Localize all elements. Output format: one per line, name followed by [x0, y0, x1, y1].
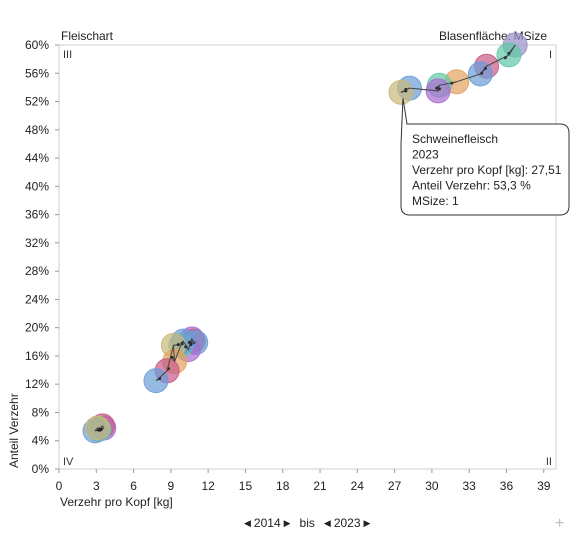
quadrant-label-top-right: I: [549, 49, 552, 61]
x-tick-label: 36: [500, 479, 514, 493]
y-tick-label: 44%: [25, 151, 49, 165]
from-year[interactable]: 2014: [253, 516, 281, 530]
y-tick-label: 40%: [25, 179, 49, 193]
time-range-nav: ◀ 2014 ▶ bis ◀ 2023 ▶: [244, 516, 370, 530]
to-prev-arrow-icon[interactable]: ◀: [323, 517, 331, 528]
quadrant-label-top-left: III: [63, 49, 72, 61]
bubble-size-label: Blasenfläche:: [439, 29, 511, 43]
to-next-arrow-icon[interactable]: ▶: [363, 517, 371, 528]
trail-layer: [94, 44, 516, 432]
x-tick-label: 30: [425, 479, 439, 493]
chart-title: Fleischart: [61, 29, 114, 43]
trail-point: [170, 355, 174, 359]
tooltip-line: Verzehr pro Kopf [kg]: 27,51: [412, 163, 562, 177]
to-year[interactable]: 2023: [333, 516, 361, 530]
trail-point: [435, 86, 439, 90]
x-tick-label: 15: [239, 479, 253, 493]
x-tick-label: 0: [56, 479, 63, 493]
x-tick-label: 12: [201, 479, 215, 493]
x-axis: 0 3 6 9 12 15 18 21 24 27 30 33 36 39: [56, 469, 551, 493]
x-tick-label: 27: [388, 479, 402, 493]
y-tick-label: 60%: [25, 38, 49, 52]
y-tick-label: 48%: [25, 123, 49, 137]
from-prev-arrow-icon[interactable]: ◀: [244, 517, 251, 528]
y-axis-label: Anteil Verzehr: [7, 393, 21, 468]
trail-path: [155, 337, 196, 382]
y-axis: 0% 4% 8% 12% 16% 20% 24% 28% 32% 36% 40% 44% 48% 52% 5…: [25, 38, 59, 476]
plus-icon[interactable]: +: [555, 515, 565, 532]
x-tick-label: 9: [168, 479, 175, 493]
x-tick-label: 18: [276, 479, 290, 493]
y-tick-label: 16%: [25, 349, 49, 363]
quadrant-label-bottom-right: II: [546, 456, 552, 468]
y-tick-label: 24%: [25, 292, 49, 306]
y-tick-label: 56%: [25, 66, 49, 80]
bis-label: bis: [299, 516, 315, 530]
x-tick-label: 21: [313, 479, 327, 493]
y-tick-label: 36%: [25, 208, 49, 222]
x-tick-label: 33: [463, 479, 477, 493]
tooltip-line: 2023: [412, 148, 439, 162]
trail-path: [400, 44, 516, 93]
x-axis-label: Verzehr pro Kopf [kg]: [60, 495, 173, 509]
tooltip-box: [400, 98, 570, 216]
tooltip-line: Schweinefleisch: [412, 132, 498, 146]
y-tick-label: 28%: [25, 264, 49, 278]
y-tick-label: 32%: [25, 236, 49, 250]
bubble-layer[interactable]: [82, 32, 528, 444]
tooltip-line: MSize: 1: [412, 194, 459, 208]
y-tick-label: 12%: [25, 377, 49, 391]
x-tick-label: 39: [537, 479, 551, 493]
x-tick-label: 6: [130, 479, 137, 493]
y-tick-label: 20%: [25, 321, 49, 335]
y-tick-label: 52%: [25, 95, 49, 109]
y-tick-label: 0%: [32, 462, 50, 476]
trail-point: [176, 343, 180, 347]
y-tick-label: 4%: [32, 434, 50, 448]
quadrant-label-bottom-left: IV: [63, 456, 74, 468]
y-tick-label: 8%: [32, 405, 50, 419]
x-tick-label: 24: [351, 479, 365, 493]
x-tick-label: 3: [93, 479, 100, 493]
trail-path: [94, 425, 105, 432]
from-next-arrow-icon[interactable]: ▶: [283, 517, 291, 528]
plot-area: [58, 44, 557, 470]
tooltip-line: Anteil Verzehr: 53,3 %: [412, 179, 531, 193]
